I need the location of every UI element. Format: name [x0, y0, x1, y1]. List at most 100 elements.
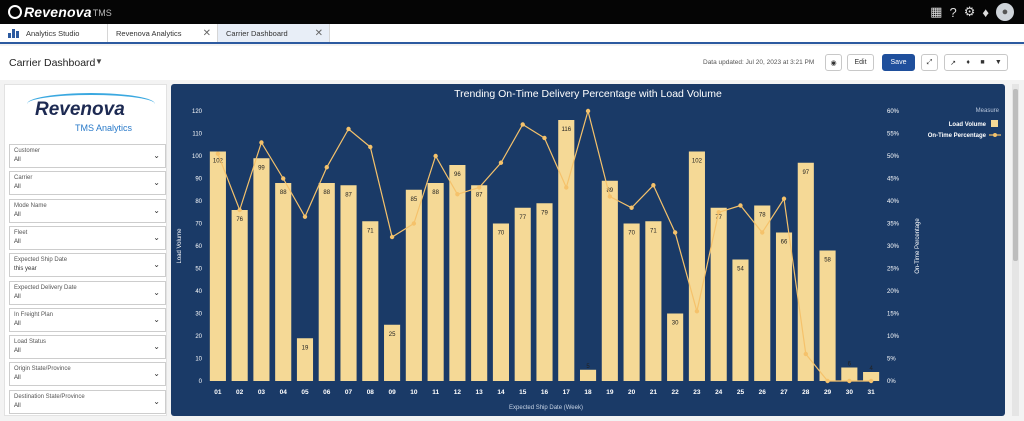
bar-data-label: 6 [848, 362, 852, 368]
legend-swatch-ontime-point [993, 133, 997, 137]
bar [775, 232, 793, 381]
palette-button[interactable]: ◉ [825, 54, 842, 71]
filter-value: All [14, 402, 21, 409]
bar-data-label: 19 [302, 345, 309, 351]
bar [449, 165, 466, 381]
ontime-point [585, 108, 591, 114]
bar-data-label: 99 [258, 165, 265, 171]
filter-value: All [14, 348, 21, 355]
bell-icon[interactable]: ♦ [982, 4, 989, 20]
y-tick-label: 20 [195, 334, 202, 340]
ontime-point [237, 207, 242, 213]
filter-value: this year [14, 266, 37, 273]
filter-value: All [14, 293, 21, 300]
palette-icon: ◉ [830, 59, 837, 67]
y-tick-label: 90 [195, 177, 202, 183]
chart-panel: Trending On-Time Delivery Percentage wit… [171, 84, 1005, 416]
filter-dropdown[interactable]: Mode Name All ⌄ [9, 198, 166, 223]
close-icon[interactable]: ✕ [314, 27, 323, 39]
ontime-point [738, 203, 743, 208]
x-tick-label: 06 [323, 389, 331, 396]
filter-value: All [14, 211, 21, 218]
page-scrollbar[interactable] [1012, 84, 1019, 416]
filter-dropdown[interactable]: Carrier All ⌄ [9, 171, 166, 196]
y-axis-title: Load Volume [177, 228, 183, 264]
filter-label: Fleet [14, 229, 28, 236]
ontime-point [215, 151, 221, 156]
ontime-point [847, 378, 852, 384]
x-tick-label: 29 [824, 389, 832, 396]
bar [797, 162, 814, 381]
tab-analytics-studio[interactable]: Analytics Studio [0, 24, 108, 42]
filter-dropdown[interactable]: Customer All ⌄ [9, 144, 166, 168]
ontime-point [564, 185, 569, 190]
chevron-down-icon: ⌄ [153, 396, 160, 406]
bar-data-label: 87 [476, 192, 483, 198]
bar [384, 324, 401, 381]
logo-subtitle: TMS Analytics [75, 123, 133, 133]
x-tick-label: 03 [258, 389, 266, 396]
tab-carrier-dashboard[interactable]: Carrier Dashboard ✕ [218, 24, 330, 42]
filter-label: Expected Delivery Date [14, 284, 77, 291]
tab-label: Revenova Analytics [116, 28, 182, 38]
chevron-down-icon: ⌄ [153, 314, 160, 324]
filter-dropdown[interactable]: In Freight Plan All ⌄ [9, 307, 166, 332]
app-logo[interactable]: Revenova TMS [8, 4, 112, 20]
bar [710, 207, 727, 381]
legend-label-ontime: On-Time Percentage [928, 133, 987, 139]
filter-dropdown[interactable]: Expected Ship Date this year ⌄ [9, 253, 166, 278]
filter-dropdown[interactable]: Destination State/Province All ⌄ [9, 389, 166, 414]
bar-data-label: 77 [519, 215, 526, 221]
ontime-point [629, 205, 634, 210]
bar [275, 183, 292, 381]
edit-button[interactable]: Edit [847, 54, 874, 71]
bar-data-label: 87 [345, 192, 352, 198]
y2-tick-label: 55% [887, 132, 900, 138]
ontime-point [760, 230, 765, 235]
y2-tick-label: 45% [887, 177, 900, 183]
chevron-down-icon[interactable]: ▼ [95, 57, 103, 66]
ontime-point [803, 351, 808, 357]
chevron-down-icon: ⌄ [153, 369, 160, 379]
ontime-point [716, 210, 721, 215]
bar [863, 372, 880, 381]
bar-data-label: 30 [672, 321, 679, 327]
share-icon[interactable]: ↗ [950, 59, 957, 67]
logo-mark-icon [8, 5, 22, 19]
avatar[interactable]: ● [996, 3, 1014, 21]
bar-data-label: 78 [759, 213, 766, 219]
filter-dropdown[interactable]: Load Status All ⌄ [9, 335, 166, 360]
filter-dropdown[interactable]: Origin State/Province All ⌄ [9, 362, 166, 387]
bar [558, 120, 575, 381]
top-bar: Revenova TMS ▦ ? ⚙ ♦ ● [0, 0, 1024, 24]
gear-icon[interactable]: ⚙ [963, 4, 976, 19]
filter-dropdown[interactable]: Expected Delivery Date All ⌄ [9, 280, 166, 305]
ontime-point [302, 214, 308, 219]
y2-tick-label: 5% [887, 357, 896, 363]
chevron-down-icon: ⌄ [153, 232, 160, 242]
y-tick-label: 70 [195, 222, 202, 228]
bar [645, 221, 662, 381]
save-button[interactable]: Save [882, 54, 915, 71]
bar [841, 367, 858, 381]
legend-title: Measure [976, 108, 1000, 114]
bar-data-label: 54 [737, 267, 744, 273]
app-launcher-icon[interactable]: ▦ [930, 4, 943, 19]
tab-revenova-analytics[interactable]: Revenova Analytics ✕ [108, 24, 218, 42]
bar [514, 207, 531, 381]
chevron-down-icon[interactable]: ▼ [994, 59, 1002, 66]
filter-label: Origin State/Province [14, 366, 71, 373]
scrollbar-thumb[interactable] [1013, 89, 1018, 261]
filter-dropdown[interactable]: Fleet All ⌄ [9, 225, 166, 250]
notification-icon[interactable]: ♦ [966, 59, 970, 66]
y2-tick-label: 15% [887, 312, 900, 318]
close-icon[interactable]: ✕ [202, 27, 211, 39]
expand-button[interactable]: ⤢ [921, 54, 938, 71]
page-title: Carrier Dashboard [9, 57, 96, 69]
brand-suffix: TMS [92, 8, 112, 18]
help-icon[interactable]: ? [949, 4, 957, 20]
folder-icon[interactable]: ■ [980, 59, 985, 66]
analytics-chart-icon [8, 28, 20, 38]
bar-data-label: 116 [561, 127, 571, 133]
ontime-point [259, 140, 264, 145]
